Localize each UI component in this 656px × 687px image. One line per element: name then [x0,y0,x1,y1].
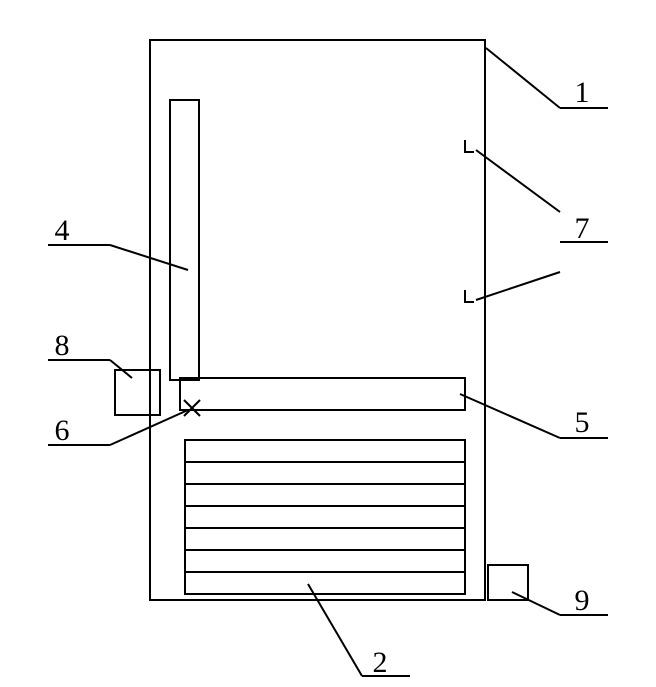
bracket-hook [465,290,474,302]
diagram-canvas: 1 4 7 8 6 5 9 2 [0,0,656,687]
leader-line [476,150,560,212]
leader-line [512,592,560,615]
foot-box [488,565,528,600]
motor-box [115,370,160,415]
leader-line [486,48,560,108]
callout-label-8: 8 [55,329,70,362]
leader-line [476,272,560,300]
leader-line [308,584,362,676]
grill-frame [185,440,465,594]
callout-label-9: 9 [575,584,590,617]
callout-label-1: 1 [575,76,590,109]
leader-line [460,394,560,438]
bracket-hook [465,140,474,152]
callout-label-5: 5 [575,406,590,439]
outer-housing [150,40,485,600]
callout-label-4: 4 [55,214,70,247]
callout-label-6: 6 [55,414,70,447]
inner-panel [170,100,199,380]
callout-label-2: 2 [373,646,388,679]
callout-label-7: 7 [575,212,590,245]
shelf [180,378,465,410]
